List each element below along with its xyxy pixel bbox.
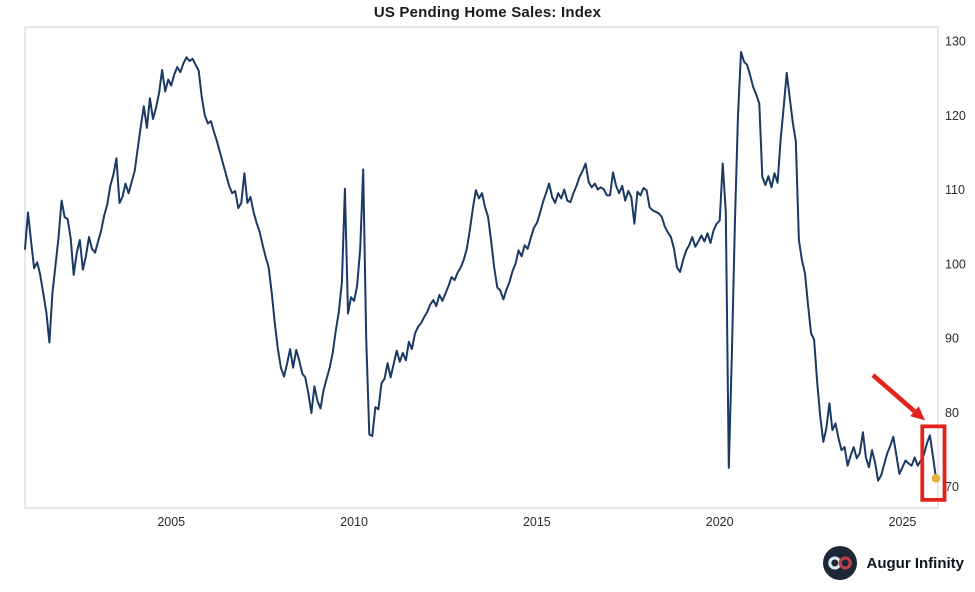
arrow-head — [910, 406, 926, 421]
x-tick-label: 2020 — [706, 515, 734, 529]
brand-footer: Augur Infinity — [822, 545, 965, 581]
augur-infinity-logo-icon — [822, 546, 857, 580]
y-tick-label: 100 — [945, 257, 966, 271]
last-point-dot — [931, 474, 941, 483]
x-axis-labels: 2005 2010 2015 2020 2025 — [157, 515, 916, 529]
line-chart: 70 80 90 100 110 120 130 2005 2010 2015 2020 2025 — [24, 26, 966, 529]
annotation-arrow-icon — [871, 373, 926, 421]
infinity-right-loop — [838, 556, 852, 570]
y-axis-labels: 70 80 90 100 110 120 130 — [945, 35, 966, 495]
y-tick-label: 110 — [945, 183, 965, 197]
x-tick-label: 2015 — [523, 515, 551, 529]
highlight-box — [920, 424, 947, 502]
x-tick-label: 2005 — [157, 515, 185, 529]
y-tick-label: 70 — [945, 480, 959, 494]
y-tick-label: 80 — [945, 406, 959, 420]
pending-home-sales-line — [24, 51, 937, 482]
x-tick-label: 2025 — [889, 515, 917, 529]
brand-name: Augur Infinity — [866, 554, 965, 572]
x-tick-label: 2010 — [340, 515, 368, 529]
chart-title: US Pending Home Sales: Index — [373, 4, 602, 21]
y-tick-label: 120 — [945, 109, 966, 123]
plot-frame — [24, 26, 939, 509]
arrow-shaft — [871, 373, 916, 413]
y-tick-label: 90 — [945, 332, 959, 346]
y-tick-label: 130 — [945, 35, 966, 49]
